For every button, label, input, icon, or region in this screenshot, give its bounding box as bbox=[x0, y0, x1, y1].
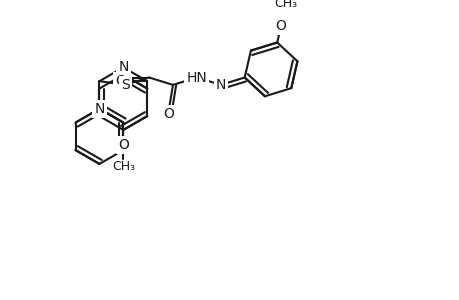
Text: CH₃: CH₃ bbox=[112, 160, 134, 173]
Text: N: N bbox=[94, 102, 104, 116]
Text: O: O bbox=[118, 138, 129, 152]
Text: CH₃: CH₃ bbox=[274, 0, 297, 10]
Text: HN: HN bbox=[186, 70, 207, 85]
Text: O: O bbox=[162, 107, 174, 121]
Text: N: N bbox=[118, 60, 128, 74]
Text: S: S bbox=[121, 78, 129, 92]
Text: N: N bbox=[215, 78, 225, 92]
Text: O: O bbox=[115, 74, 126, 88]
Text: O: O bbox=[275, 20, 286, 33]
